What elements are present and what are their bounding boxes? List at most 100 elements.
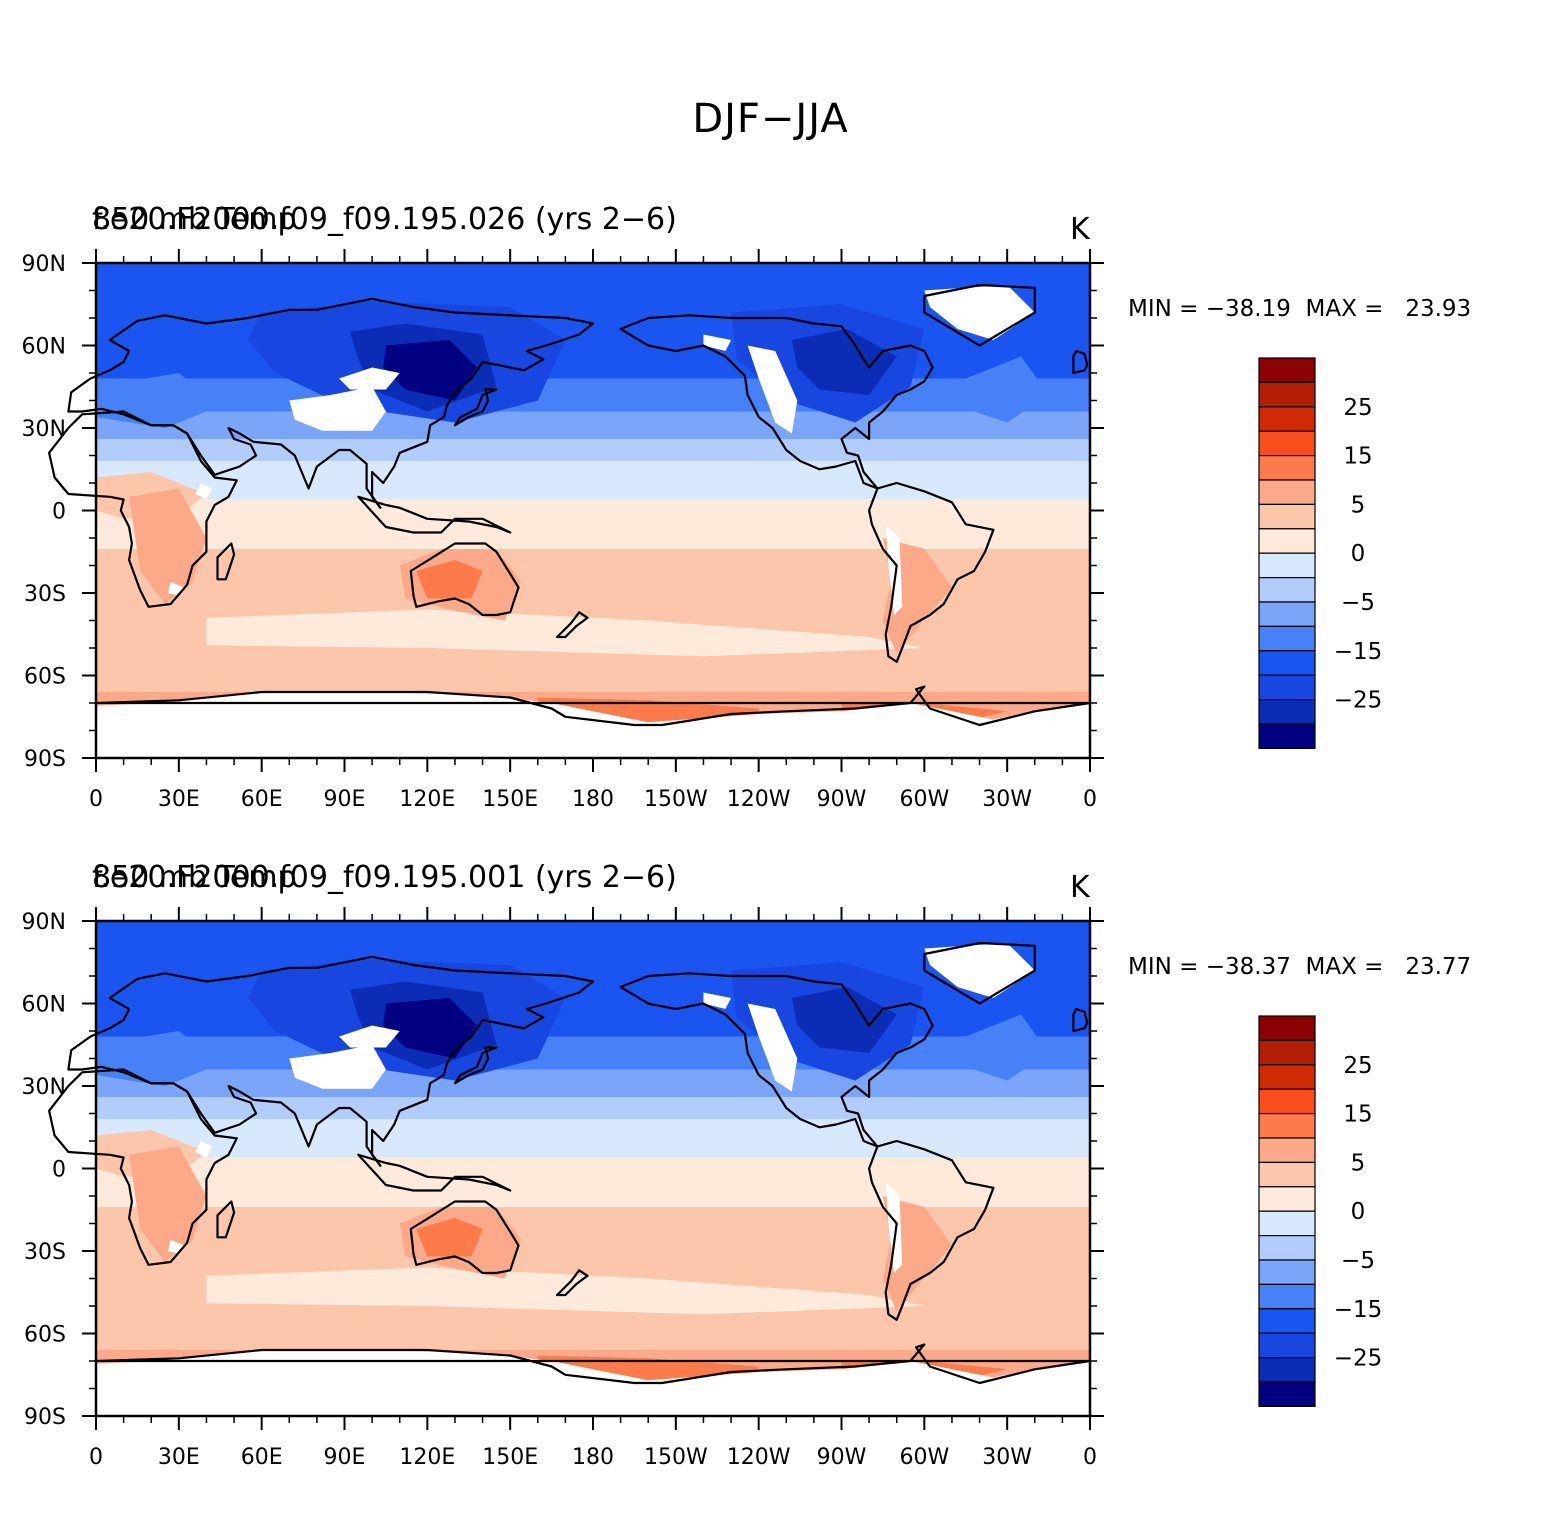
coast-greenland — [923, 283, 1036, 347]
y-tick-label: 30S — [24, 1240, 66, 1265]
lat-band-3 — [96, 378, 1090, 412]
mask-greenland — [924, 285, 1035, 340]
x-tick-label: 30W — [982, 1445, 1032, 1470]
colorbar-swatch — [1258, 1088, 1316, 1115]
x-tick-label: 0 — [89, 1445, 103, 1470]
x-tick-label: 150W — [644, 787, 708, 812]
x-tick-label: 60W — [899, 787, 949, 812]
colorbar-swatch — [1258, 1137, 1316, 1163]
colorbar-tick-label: 25 — [1343, 1053, 1372, 1079]
lat-band-4 — [96, 411, 1090, 439]
x-tick-label: 120E — [399, 1445, 455, 1470]
x-tick-label: 120W — [727, 1445, 791, 1470]
colorbar-swatch — [1258, 430, 1316, 457]
mask-andes — [885, 524, 903, 615]
mask-tibet — [289, 386, 386, 431]
x-tick-label: 60W — [899, 1445, 949, 1470]
africa-warm — [129, 1146, 207, 1262]
units-label: K — [1070, 870, 1090, 905]
colorbar-swatch — [1258, 674, 1316, 701]
asia-cold-core — [383, 998, 477, 1059]
y-tick-label: 30S — [24, 582, 66, 607]
colorbar-swatch — [1258, 1381, 1316, 1407]
min-max-readout: MIN = −38.37 MAX = 23.77 — [1128, 954, 1471, 980]
x-tick-label: 180 — [572, 1445, 614, 1470]
coast-north-america — [619, 314, 934, 490]
x-tick-label: 30E — [158, 787, 200, 812]
lat-band-5 — [96, 1097, 1090, 1119]
colorbar-tick-label: −15 — [1334, 639, 1383, 665]
x-tick-label: 0 — [1083, 787, 1097, 812]
colorbar-swatch — [1258, 699, 1316, 725]
y-tick-label: 90N — [22, 252, 66, 277]
min-label: MIN = — [1128, 296, 1206, 322]
coast-africa — [47, 410, 238, 608]
x-tick-label: 30W — [982, 787, 1032, 812]
lat-band-1 — [96, 263, 1090, 291]
colorbar-swatch — [1258, 601, 1316, 627]
colorbar-swatch — [1258, 552, 1316, 579]
lat-band-6 — [96, 461, 1090, 500]
colorbar-swatch — [1258, 381, 1316, 408]
units-label: K — [1070, 212, 1090, 247]
na-cold-core — [791, 329, 897, 395]
colorbar-swatch — [1258, 1064, 1316, 1090]
coast-madagascar — [216, 542, 236, 581]
colorbar-swatch — [1258, 1259, 1316, 1285]
mask-ethiopia — [195, 483, 212, 500]
mask-greenland — [924, 943, 1035, 998]
lat-band-6 — [96, 1119, 1090, 1158]
x-tick-label: 180 — [572, 787, 614, 812]
mask-antarctica — [96, 1350, 1090, 1416]
colorbar-swatch — [1258, 650, 1316, 676]
colorbar-swatch — [1258, 1161, 1316, 1188]
mask-alaska — [703, 992, 732, 1009]
midlat-cool-band — [206, 609, 925, 657]
coast-australia — [409, 542, 520, 617]
coast-africa — [47, 1068, 238, 1266]
panel-top: f.e20.F2000.f09_f09.195.026 (yrs 2−6) 85… — [0, 190, 1541, 830]
colorbar-swatch — [1258, 1283, 1316, 1310]
x-tick-label: 150E — [482, 1445, 538, 1470]
min-label: MIN = — [1128, 954, 1206, 980]
max-label: MAX = — [1305, 296, 1391, 322]
colorbar: 25 15 5 0 −5 −15 −25 — [1258, 357, 1383, 749]
coast-madagascar — [216, 1200, 236, 1239]
lat-band-7 — [96, 499, 1090, 549]
mask-mongolia — [339, 1025, 400, 1048]
coast-australia — [409, 1200, 520, 1275]
australia-hot — [416, 560, 483, 599]
mask-mongolia — [339, 367, 400, 390]
colorbar-swatch — [1258, 1113, 1316, 1139]
africa-warm — [129, 488, 207, 604]
map-area — [47, 921, 1092, 1416]
colorbar-swatch — [1258, 479, 1316, 505]
colorbar-swatch — [1258, 1039, 1316, 1066]
coast-south-america — [867, 481, 995, 663]
colorbar-tick-label: −25 — [1334, 1346, 1383, 1372]
coast-indonesia — [357, 1153, 512, 1192]
colorbar-tick-label: 0 — [1351, 1199, 1366, 1225]
coast-eurasia — [67, 955, 595, 1167]
colorbar-tick-label: −5 — [1341, 1248, 1375, 1274]
x-tick-label: 90E — [324, 787, 366, 812]
coast-indonesia — [357, 495, 512, 534]
coast-new-zealand — [555, 1269, 589, 1297]
variable-title: 850 mb Temp — [92, 202, 297, 237]
colorbar-tick-label: −25 — [1334, 688, 1383, 714]
panel-bottom: f.e20.F2000.f09_f09.195.001 (yrs 2−6) 85… — [0, 848, 1541, 1488]
colorbar-swatch — [1258, 1186, 1316, 1212]
y-tick-label: 30N — [22, 1075, 66, 1100]
coast-new-zealand — [555, 611, 589, 639]
min-value: −38.37 — [1205, 954, 1291, 980]
colorbar-swatch — [1258, 1357, 1316, 1383]
colorbar-tick-label: 15 — [1343, 1102, 1372, 1128]
y-tick-label: 60N — [22, 335, 66, 360]
colorbar-tick-label: 25 — [1343, 395, 1372, 421]
map-plot: 0 30E 60E 90E 120E 150E 180 150W 120W 90W 60W 30W 09… — [22, 249, 1383, 812]
coast-japan — [453, 388, 498, 427]
lat-band-4 — [96, 1069, 1090, 1097]
colorbar-tick-label: 0 — [1351, 541, 1366, 567]
y-tick-label: 30N — [22, 417, 66, 442]
y-tick-label: 90S — [24, 747, 66, 772]
